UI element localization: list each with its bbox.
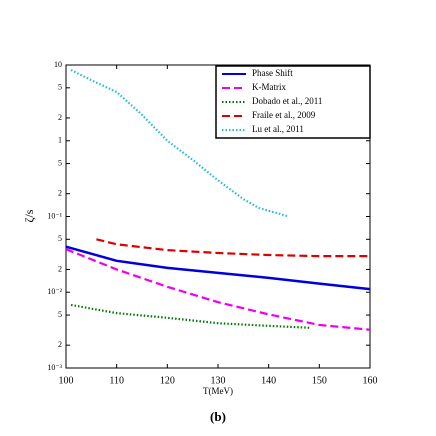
y-tick-label: 5	[58, 310, 62, 319]
y-tick-label: 5	[58, 83, 62, 92]
series-line	[70, 68, 290, 218]
x-tick-label: 110	[109, 375, 124, 386]
y-tick-label: 10⁻¹	[47, 211, 62, 220]
legend-label: Dobado et al., 2011	[252, 96, 322, 106]
x-tick-label: 100	[59, 375, 74, 386]
series-line	[70, 303, 310, 329]
y-tick-label: 5	[58, 234, 62, 243]
y-tick-label: 2	[58, 113, 62, 122]
y-tick-label: 1	[58, 136, 62, 145]
legend-box	[215, 65, 371, 139]
y-tick-label: 2	[58, 264, 62, 273]
legend-label: Phase Shift	[252, 68, 293, 78]
y-tick-label: 10⁻³	[47, 363, 62, 372]
y-tick-label: 2	[58, 340, 62, 349]
series-line	[65, 245, 371, 291]
x-tick-label: 130	[211, 375, 226, 386]
legend-label: Fraile et al., 2009	[252, 110, 316, 120]
legend-label: K-Matrix	[252, 82, 286, 92]
series-line	[96, 238, 370, 258]
y-tick-label: 5	[58, 158, 62, 167]
y-tick-label: 10⁻²	[47, 287, 62, 296]
y-tick-label: 2	[58, 189, 62, 198]
x-axis-label: T(MeV)	[203, 386, 233, 396]
y-axis-label: ζ/s	[22, 209, 36, 222]
series-line	[65, 248, 371, 331]
x-tick-label: 150	[312, 375, 327, 386]
y-tick-label: 10	[54, 60, 62, 69]
x-tick-label: 140	[261, 375, 276, 386]
legend-label: Lu et al., 2011	[252, 124, 304, 134]
x-tick-label: 120	[160, 375, 175, 386]
caption: (b)	[210, 409, 226, 424]
x-tick-label: 160	[363, 375, 378, 386]
